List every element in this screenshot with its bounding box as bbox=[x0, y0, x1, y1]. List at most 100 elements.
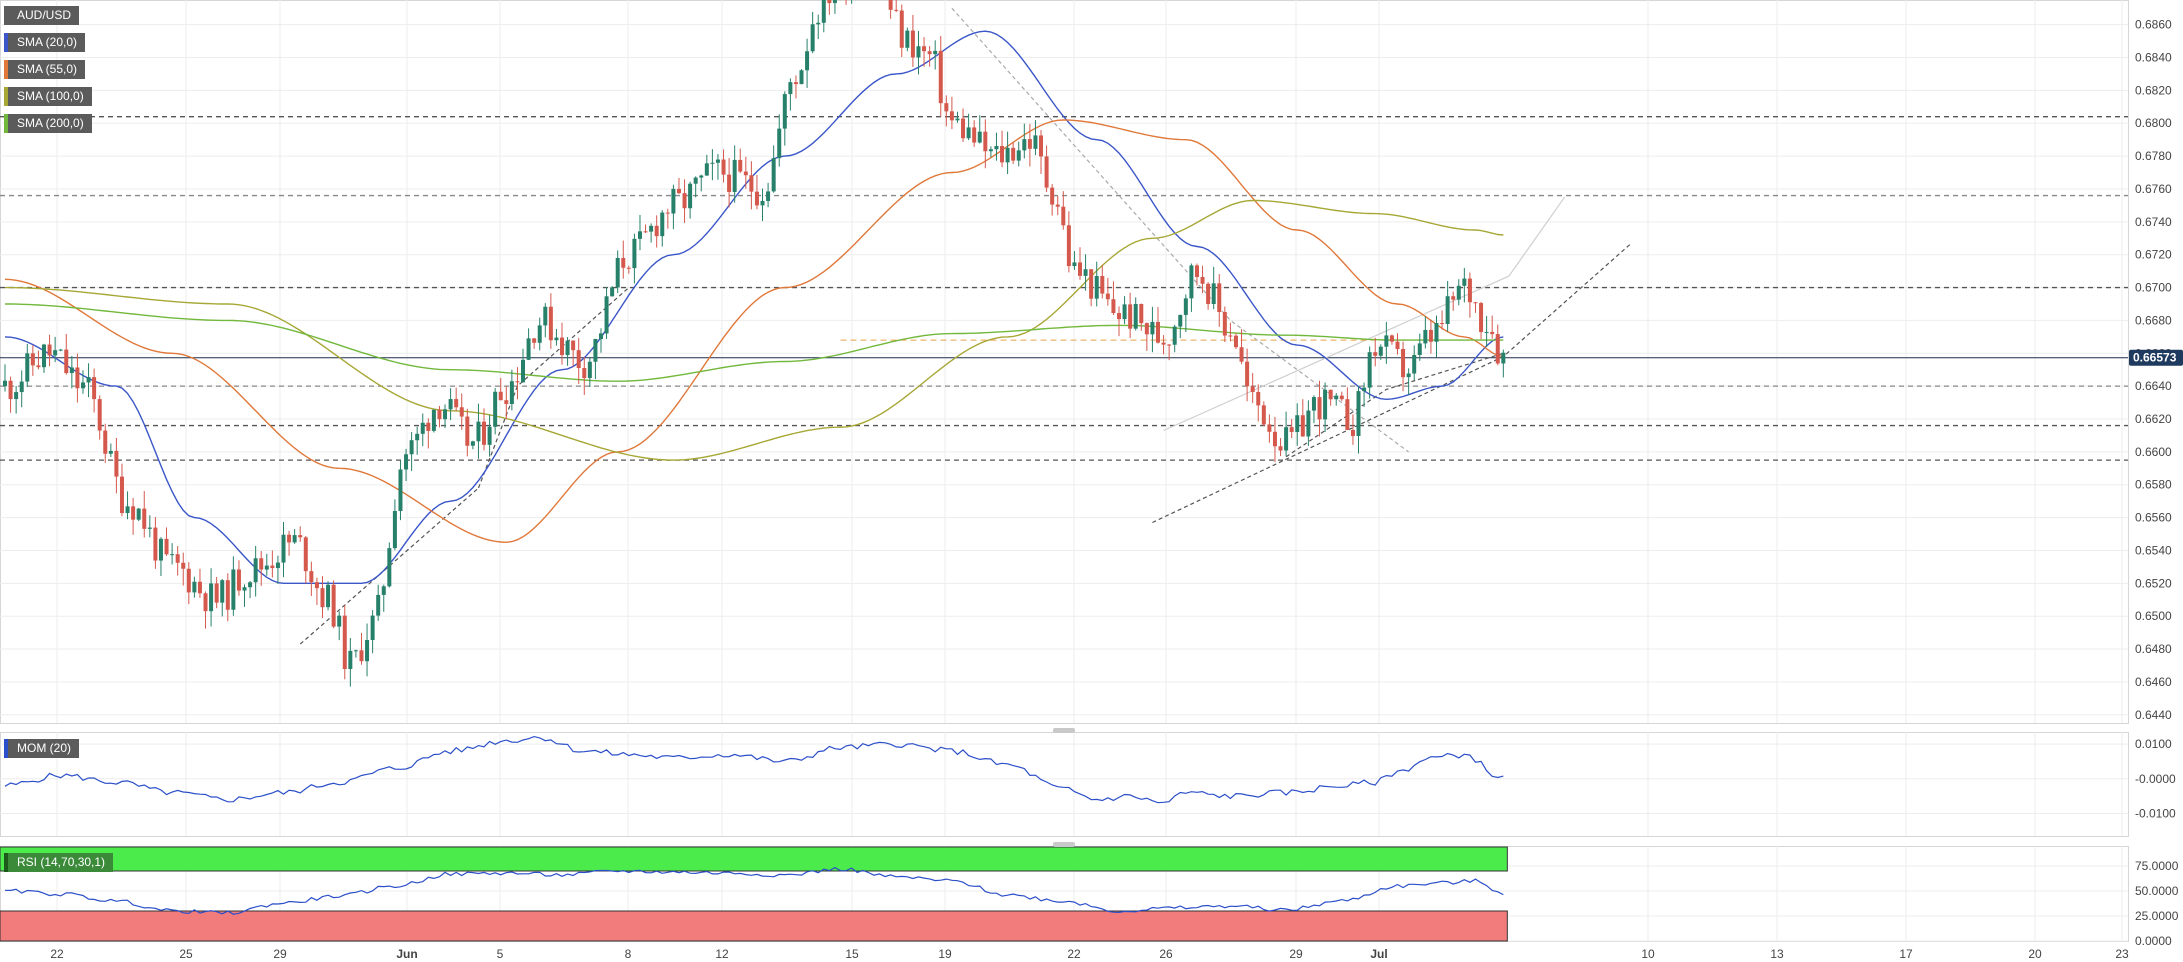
candle-up bbox=[732, 159, 737, 192]
x-tick-label: 5 bbox=[497, 947, 504, 961]
candle-up bbox=[693, 177, 698, 184]
candle-up bbox=[14, 392, 19, 400]
sma55-legend[interactable]: SMA (55,0) bbox=[4, 60, 86, 79]
candle-up bbox=[1501, 352, 1506, 364]
candle-down bbox=[309, 571, 314, 583]
rsi-overbought-zone bbox=[0, 846, 1508, 872]
candle-down bbox=[1000, 146, 1005, 163]
rsi-legend[interactable]: RSI (14,70,30,1) bbox=[4, 853, 114, 872]
x-tick-label: 29 bbox=[273, 947, 287, 961]
candle-down bbox=[1222, 312, 1227, 336]
candle-down bbox=[103, 430, 108, 454]
x-tick-label: 17 bbox=[1899, 947, 1913, 961]
candle-down bbox=[582, 368, 587, 379]
candle-down bbox=[1039, 135, 1044, 157]
candle-down bbox=[181, 562, 186, 569]
candle-down bbox=[1105, 293, 1110, 300]
candle-down bbox=[643, 231, 648, 233]
candle-up bbox=[598, 333, 603, 339]
candle-up bbox=[381, 586, 386, 595]
horizontal-levels bbox=[0, 116, 2128, 461]
candle-down bbox=[320, 588, 325, 608]
pane-frame bbox=[0, 732, 2129, 837]
candle-down bbox=[1100, 276, 1105, 294]
pane-resize-handle[interactable] bbox=[1053, 728, 1075, 733]
candle-down bbox=[888, 0, 893, 10]
candle-down bbox=[1050, 187, 1055, 205]
candle-down bbox=[927, 51, 932, 55]
x-tick-label: Jul bbox=[1370, 947, 1387, 961]
candle-down bbox=[164, 538, 169, 555]
candle-up bbox=[832, 0, 837, 4]
candle-up bbox=[1189, 265, 1194, 299]
sma200-legend[interactable]: SMA (200,0) bbox=[4, 114, 92, 133]
candle-down bbox=[314, 582, 319, 589]
candle-up bbox=[248, 582, 253, 588]
candle-down bbox=[47, 344, 52, 356]
y-tick-label: 0.6540 bbox=[2135, 543, 2172, 557]
x-tick-label: 29 bbox=[1289, 947, 1303, 961]
candle-up bbox=[704, 163, 709, 176]
candle-up bbox=[1122, 304, 1127, 320]
candle-up bbox=[1356, 391, 1361, 436]
candle-down bbox=[1473, 302, 1478, 304]
candle-up bbox=[1367, 352, 1372, 388]
candle-up bbox=[955, 118, 960, 121]
y-tick-label: 0.0100 bbox=[2135, 737, 2172, 751]
candle-down bbox=[654, 225, 659, 237]
candle-down bbox=[1328, 389, 1333, 400]
candle-up bbox=[476, 421, 481, 442]
candle-down bbox=[1467, 278, 1472, 303]
candle-up bbox=[1378, 346, 1383, 356]
candle-down bbox=[175, 554, 180, 563]
candle-down bbox=[743, 171, 748, 176]
candle-down bbox=[1066, 225, 1071, 267]
candle-down bbox=[1440, 323, 1445, 325]
candle-up bbox=[715, 159, 720, 163]
candle-down bbox=[64, 349, 69, 374]
y-tick-label: 0.6820 bbox=[2135, 83, 2172, 97]
candle-down bbox=[1167, 344, 1172, 346]
candle-down bbox=[515, 381, 520, 383]
candle-down bbox=[259, 558, 264, 570]
candle-up bbox=[766, 191, 771, 201]
candle-down bbox=[92, 377, 97, 400]
candle-up bbox=[805, 51, 810, 71]
mom-legend[interactable]: MOM (20) bbox=[4, 739, 79, 758]
sma100-legend[interactable]: SMA (100,0) bbox=[4, 87, 92, 106]
candle-up bbox=[1423, 329, 1428, 344]
y-tick-label: 75.0000 bbox=[2135, 859, 2179, 873]
y-tick-label: 0.6700 bbox=[2135, 281, 2172, 295]
y-tick-label: 0.6800 bbox=[2135, 116, 2172, 130]
sma20-legend[interactable]: SMA (20,0) bbox=[4, 33, 86, 52]
candle-down bbox=[983, 131, 988, 152]
x-tick-label: 10 bbox=[1641, 947, 1655, 961]
candle-up bbox=[1306, 410, 1311, 437]
candle-down bbox=[1011, 147, 1016, 161]
candle-down bbox=[1111, 299, 1116, 314]
candle-down bbox=[1389, 335, 1394, 342]
candle-up bbox=[994, 146, 999, 150]
last-price-label: 0.66573 bbox=[2133, 351, 2177, 365]
candle-down bbox=[197, 581, 202, 594]
symbol-legend[interactable]: AUD/USD bbox=[4, 6, 80, 25]
candle-down bbox=[949, 111, 954, 121]
candle-up bbox=[771, 158, 776, 192]
candle-up bbox=[1083, 269, 1088, 276]
candle-up bbox=[420, 422, 425, 434]
candle-up bbox=[1150, 321, 1155, 335]
candle-up bbox=[604, 296, 609, 334]
trendline bbox=[1163, 196, 1566, 432]
candle-up bbox=[348, 650, 353, 670]
candle-up bbox=[409, 440, 414, 455]
candle-up bbox=[615, 257, 620, 288]
x-tick-label: 25 bbox=[179, 947, 193, 961]
pane-resize-handle[interactable] bbox=[1053, 842, 1075, 847]
x-tick-label: 23 bbox=[2115, 947, 2129, 961]
candle-up bbox=[53, 350, 58, 356]
x-tick-label: 20 bbox=[2028, 947, 2042, 961]
candle-down bbox=[1373, 352, 1378, 356]
candle-down bbox=[131, 506, 136, 520]
candle-up bbox=[587, 361, 592, 379]
